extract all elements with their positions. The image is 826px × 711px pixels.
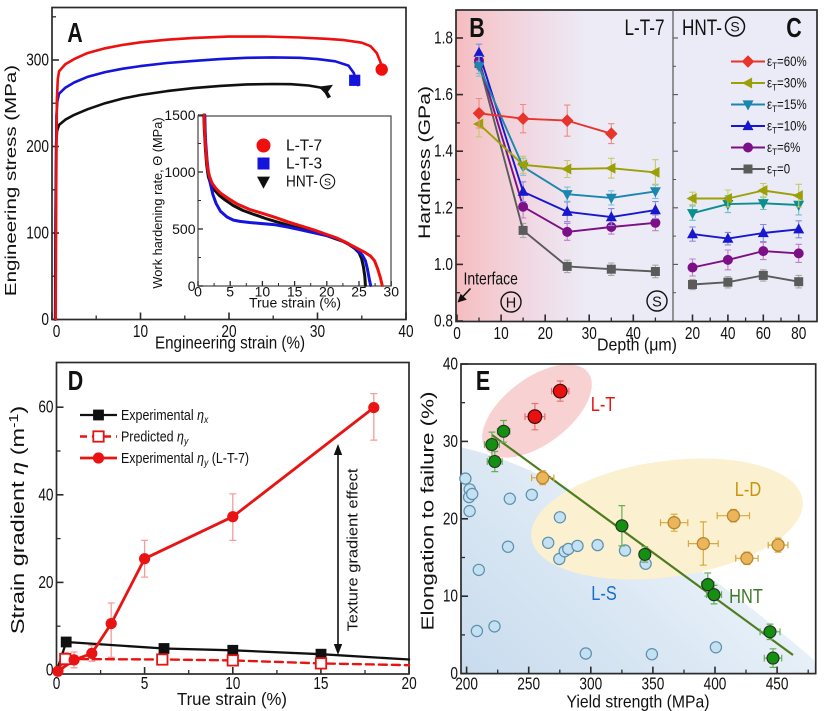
svg-text:60: 60 xyxy=(756,325,771,344)
svg-text:0: 0 xyxy=(53,323,61,342)
svg-text:Texture gradient effect: Texture gradient effect xyxy=(345,468,361,632)
svg-text:1500: 1500 xyxy=(164,107,195,123)
svg-text:5: 5 xyxy=(141,675,149,694)
svg-text:100: 100 xyxy=(26,224,49,243)
svg-text:S: S xyxy=(730,19,739,35)
svg-text:80: 80 xyxy=(791,325,806,344)
svg-text:40: 40 xyxy=(398,323,413,342)
svg-text:HNT-: HNT- xyxy=(286,174,318,191)
svg-text:15: 15 xyxy=(313,675,328,694)
svg-text:1.2: 1.2 xyxy=(434,199,453,218)
svg-text:20: 20 xyxy=(402,675,417,694)
svg-text:0.8: 0.8 xyxy=(434,312,453,331)
svg-text:L-D: L-D xyxy=(735,477,761,500)
svg-text:40: 40 xyxy=(443,355,458,374)
svg-text:Interface: Interface xyxy=(464,270,519,289)
svg-text:L-T-7: L-T-7 xyxy=(286,138,322,155)
svg-text:D: D xyxy=(68,367,83,397)
svg-text:20: 20 xyxy=(685,325,700,344)
svg-text:Engineering stress (MPa): Engineering stress (MPa) xyxy=(1,65,19,296)
svg-text:0: 0 xyxy=(53,675,61,694)
svg-text:10: 10 xyxy=(494,325,509,344)
svg-text:25: 25 xyxy=(351,284,367,300)
svg-text:500: 500 xyxy=(172,221,196,237)
svg-text:εT=0: εT=0 xyxy=(767,162,790,179)
svg-text:40: 40 xyxy=(626,325,641,344)
svg-text:εT=10%: εT=10% xyxy=(767,119,807,136)
svg-text:10: 10 xyxy=(133,323,148,342)
svg-text:HNT-: HNT- xyxy=(682,16,722,41)
svg-text:B: B xyxy=(469,14,484,44)
svg-text:5: 5 xyxy=(226,284,234,300)
svg-text:15: 15 xyxy=(287,284,303,300)
svg-text:1.8: 1.8 xyxy=(434,29,453,48)
svg-text:0: 0 xyxy=(450,665,458,684)
svg-text:H: H xyxy=(506,295,516,311)
svg-text:300: 300 xyxy=(579,675,602,694)
svg-text:30: 30 xyxy=(443,432,458,451)
svg-text:30: 30 xyxy=(582,325,597,344)
svg-text:Strain gradient η (m-1): Strain gradient η (m-1) xyxy=(7,406,28,634)
svg-text:HNT: HNT xyxy=(729,584,763,607)
svg-text:200: 200 xyxy=(26,138,49,157)
svg-text:Engineering strain (%): Engineering strain (%) xyxy=(155,333,305,353)
svg-text:True strain (%): True strain (%) xyxy=(249,295,341,311)
svg-text:1.6: 1.6 xyxy=(434,86,453,105)
svg-text:E: E xyxy=(476,367,490,397)
svg-text:A: A xyxy=(67,19,83,49)
svg-text:Predicted ηy: Predicted ηy xyxy=(121,427,189,447)
svg-text:S: S xyxy=(652,294,662,310)
svg-text:20: 20 xyxy=(443,510,458,529)
svg-text:10: 10 xyxy=(255,284,271,300)
svg-text:30: 30 xyxy=(383,284,399,300)
svg-text:0: 0 xyxy=(188,278,196,294)
svg-text:L-S: L-S xyxy=(591,581,617,604)
svg-text:20: 20 xyxy=(38,573,53,592)
svg-text:40: 40 xyxy=(38,486,53,505)
svg-text:0: 0 xyxy=(194,284,202,300)
svg-text:L-T-7: L-T-7 xyxy=(624,16,664,41)
svg-text:10: 10 xyxy=(225,675,240,694)
svg-text:L-T-3: L-T-3 xyxy=(286,156,322,173)
svg-text:0: 0 xyxy=(41,311,49,330)
svg-text:εT=30%: εT=30% xyxy=(767,76,807,93)
svg-text:Depth (μm): Depth (μm) xyxy=(597,335,677,355)
svg-text:εT=15%: εT=15% xyxy=(767,97,807,114)
svg-text:S: S xyxy=(324,177,331,189)
svg-text:20: 20 xyxy=(319,284,335,300)
svg-text:Experimental ηx: Experimental ηx xyxy=(121,406,209,426)
svg-text:1.0: 1.0 xyxy=(434,255,453,274)
svg-text:350: 350 xyxy=(642,675,665,694)
svg-text:εT=6%: εT=6% xyxy=(767,140,800,157)
svg-text:1.4: 1.4 xyxy=(434,142,453,161)
svg-text:1000: 1000 xyxy=(164,164,195,180)
svg-text:20: 20 xyxy=(538,325,553,344)
svg-text:30: 30 xyxy=(310,323,325,342)
svg-text:0: 0 xyxy=(453,325,461,344)
svg-text:10: 10 xyxy=(443,587,458,606)
svg-text:400: 400 xyxy=(704,675,727,694)
svg-text:Elongation to failure (%): Elongation to failure (%) xyxy=(419,392,438,631)
svg-text:200: 200 xyxy=(455,675,478,694)
svg-text:C: C xyxy=(786,14,802,44)
svg-text:60: 60 xyxy=(38,398,53,417)
svg-text:40: 40 xyxy=(720,325,735,344)
svg-text:Work hardening rate, Θ (MPa): Work hardening rate, Θ (MPa) xyxy=(150,117,165,288)
svg-text:Experimental ηy (L-T-7): Experimental ηy (L-T-7) xyxy=(121,449,249,469)
svg-text:Yield strength (MPa): Yield strength (MPa) xyxy=(567,692,710,711)
svg-text:250: 250 xyxy=(517,675,540,694)
svg-text:450: 450 xyxy=(766,675,789,694)
svg-text:Hardness (GPa): Hardness (GPa) xyxy=(416,86,434,239)
svg-text:εT=60%: εT=60% xyxy=(767,54,807,71)
svg-text:20: 20 xyxy=(221,323,236,342)
svg-text:True strain (%): True strain (%) xyxy=(177,689,287,709)
svg-text:L-T: L-T xyxy=(591,392,616,415)
svg-text:300: 300 xyxy=(26,51,49,70)
svg-text:0: 0 xyxy=(46,661,54,680)
